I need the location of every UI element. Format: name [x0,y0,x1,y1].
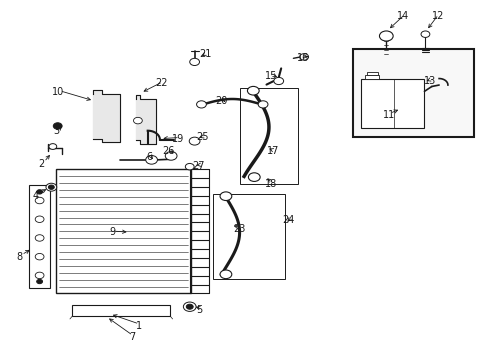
Text: 1: 1 [136,321,142,331]
Text: 20: 20 [214,96,227,106]
Text: 19: 19 [172,134,184,144]
Circle shape [273,77,283,85]
Circle shape [35,253,44,260]
Circle shape [258,101,267,108]
Text: 21: 21 [199,49,211,59]
Circle shape [220,192,231,201]
Circle shape [248,173,260,181]
Text: 17: 17 [266,146,279,156]
Polygon shape [93,90,120,142]
Bar [360,79,424,128]
Circle shape [53,123,62,129]
Circle shape [247,86,259,95]
Text: 23: 23 [233,224,245,234]
Circle shape [165,152,177,160]
Text: 18: 18 [264,179,277,189]
Circle shape [133,117,142,124]
Circle shape [37,190,42,194]
Text: 10: 10 [51,87,64,97]
Circle shape [35,197,44,204]
Bar [364,75,379,79]
Circle shape [220,270,231,279]
Text: 12: 12 [430,11,443,21]
Text: 15: 15 [264,71,277,81]
Text: 27: 27 [191,161,204,171]
Circle shape [185,163,194,170]
Text: 24: 24 [282,215,294,225]
Text: 26: 26 [162,146,175,156]
Text: 9: 9 [109,227,115,237]
Circle shape [299,54,308,60]
Circle shape [35,272,44,279]
Bar [212,194,285,279]
Bar [72,305,170,316]
Text: 3: 3 [53,126,59,136]
Circle shape [196,101,206,108]
Circle shape [379,31,392,41]
Text: 4: 4 [32,191,38,201]
Circle shape [35,235,44,241]
Bar [29,185,50,288]
Text: 2: 2 [39,159,44,169]
Text: 6: 6 [146,152,152,162]
Text: 8: 8 [17,252,22,262]
Bar [352,49,473,137]
Circle shape [48,185,54,189]
Circle shape [183,302,196,311]
Text: 5: 5 [196,305,202,315]
Circle shape [46,183,57,191]
Circle shape [49,144,57,149]
Text: 22: 22 [155,78,167,88]
Bar [56,169,190,293]
Text: 14: 14 [396,11,409,21]
Text: 11: 11 [382,110,394,120]
Text: 7: 7 [129,332,135,342]
Polygon shape [136,95,156,144]
Circle shape [186,304,193,309]
Text: 25: 25 [196,132,209,142]
Circle shape [189,137,200,145]
Circle shape [145,156,157,164]
Text: 16: 16 [296,53,309,63]
Bar [239,88,298,184]
Circle shape [35,216,44,222]
Circle shape [420,31,429,37]
Bar [366,72,377,75]
Text: 13: 13 [423,76,436,86]
Circle shape [37,279,42,284]
Circle shape [189,58,199,66]
